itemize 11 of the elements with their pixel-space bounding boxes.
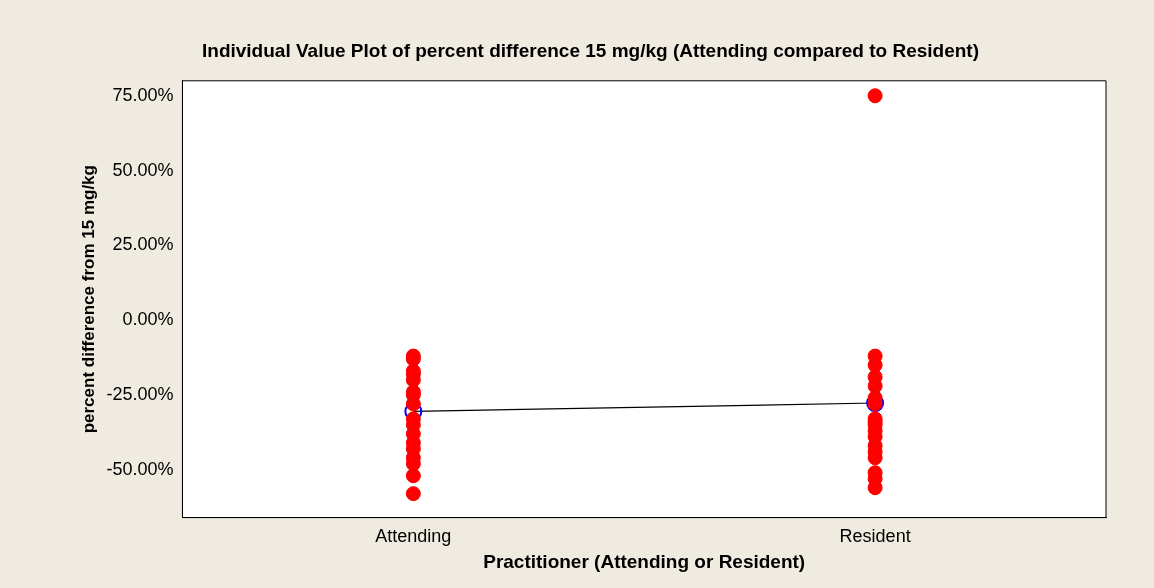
y-tick-label: 25.00%	[112, 234, 174, 255]
x-tick-label: Attending	[375, 526, 452, 547]
x-axis-title: Practitioner (Attending or Resident)	[483, 550, 806, 572]
y-axis-title: percent difference from 15 mg/kg	[78, 165, 98, 434]
y-tick-label: 75.00%	[112, 84, 174, 105]
y-tick-label: 50.00%	[112, 159, 174, 180]
chart-title: Individual Value Plot of percent difference 15 mg/kg (Attending compared to Resident)	[201, 39, 980, 61]
x-tick-label: Resident	[839, 526, 911, 547]
y-tick-label: -50.00%	[106, 458, 174, 479]
y-tick-label: 0.00%	[122, 309, 174, 330]
y-tick-label: -25.00%	[106, 383, 174, 404]
